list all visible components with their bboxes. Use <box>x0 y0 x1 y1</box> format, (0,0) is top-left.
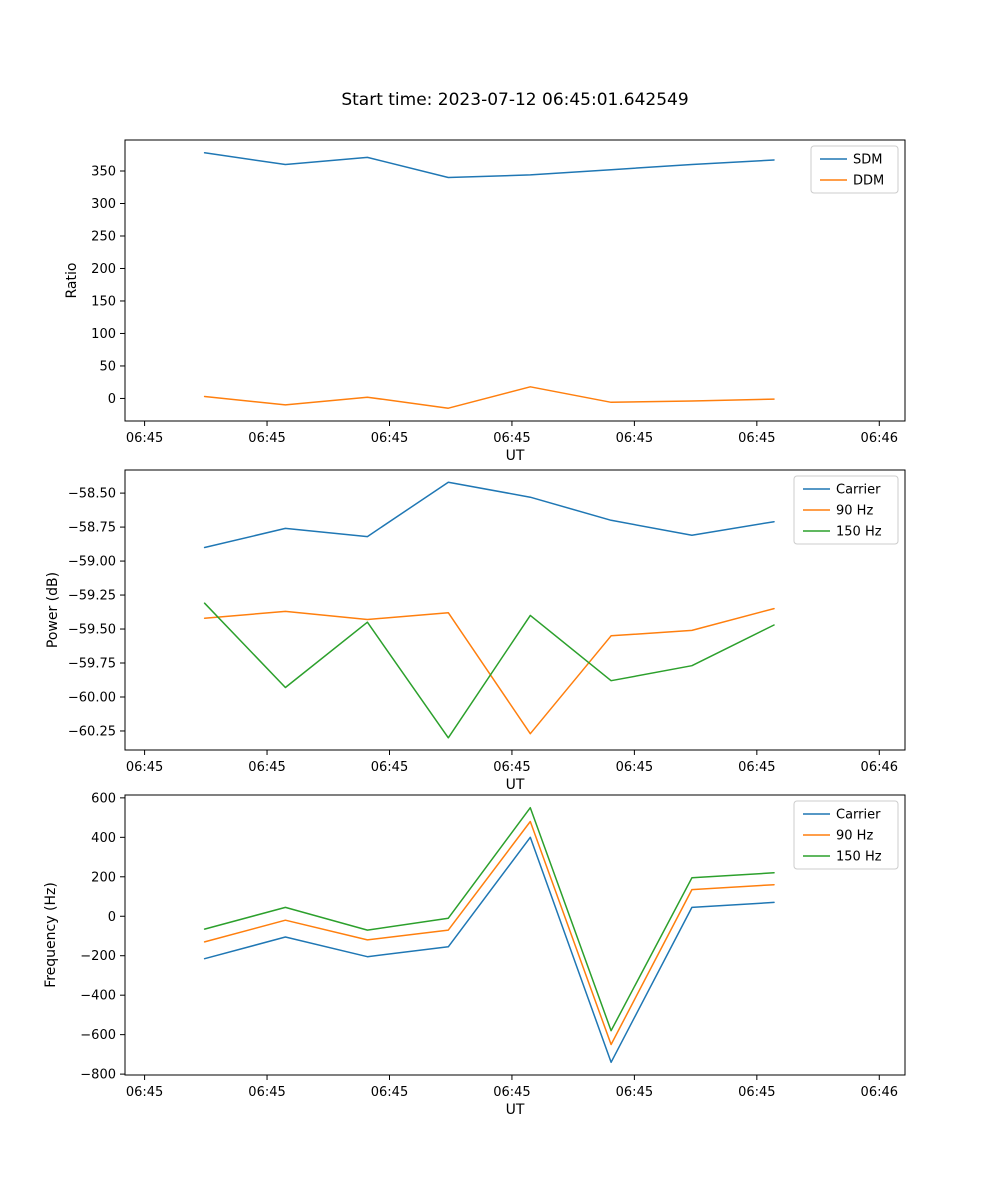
y-tick-label: 400 <box>91 831 116 846</box>
x-tick-label: 06:45 <box>493 1085 530 1100</box>
y-tick-label: 0 <box>108 392 116 407</box>
x-tick-label: 06:45 <box>738 431 775 446</box>
frequency-chart: 06:45 06:45 06:45 06:45 06:45 06:45 06:46 −800 −… <box>43 791 906 1118</box>
ratio-chart: 06:45 06:45 06:45 06:45 06:45 06:45 06:46 0 50 10… <box>64 139 906 464</box>
y-tick-label: 350 <box>91 164 116 179</box>
y-tick-label: −59.75 <box>68 657 116 672</box>
y-axis-label: Power (dB) <box>45 572 61 648</box>
series-line-carrier <box>203 836 775 1064</box>
series-line-carrier <box>203 481 775 549</box>
axes-frame <box>124 794 906 1076</box>
series-line-sdm <box>203 152 775 179</box>
legend-label: DDM <box>853 174 884 189</box>
x-tick-label: 06:45 <box>248 760 285 775</box>
x-tick-label: 06:45 <box>248 431 285 446</box>
y-tick-label: −800 <box>80 1068 116 1083</box>
y-axis-label: Frequency (Hz) <box>43 882 59 988</box>
y-tick-label: −58.75 <box>68 521 116 536</box>
x-tick-label: 06:45 <box>616 431 653 446</box>
x-axis-label: UT <box>506 448 525 464</box>
x-tick-label: 06:45 <box>126 1085 163 1100</box>
axes-frame <box>124 139 906 422</box>
x-tick-label: 06:45 <box>616 1085 653 1100</box>
legend-label: 90 Hz <box>836 504 873 519</box>
x-tick-label: 06:46 <box>861 431 898 446</box>
legend-label: 90 Hz <box>836 829 873 844</box>
y-tick-label: 50 <box>99 359 116 374</box>
y-axis-label: Ratio <box>64 263 80 299</box>
y-tick-label: 150 <box>91 294 116 309</box>
y-tick-label: 0 <box>108 910 116 925</box>
legend-box <box>793 475 899 545</box>
x-tick-label: 06:45 <box>126 431 163 446</box>
legend-label: Carrier <box>836 483 881 498</box>
x-axis-label: UT <box>506 1102 525 1118</box>
legend-label: 150 Hz <box>836 850 882 865</box>
legend-box <box>810 145 899 194</box>
x-tick-label: 06:46 <box>861 1085 898 1100</box>
x-axis-label: UT <box>506 777 525 793</box>
y-tick-label: −59.25 <box>68 589 116 604</box>
legend-label: Carrier <box>836 808 881 823</box>
power-chart: 06:45 06:45 06:45 06:45 06:45 06:45 06:46 −60.2… <box>45 469 906 793</box>
y-tick-label: −60.25 <box>68 724 116 739</box>
y-tick-label: 200 <box>91 870 116 885</box>
y-tick-label: 100 <box>91 327 116 342</box>
x-tick-label: 06:45 <box>371 431 408 446</box>
x-tick-label: 06:45 <box>738 760 775 775</box>
legend-box <box>793 800 899 870</box>
y-tick-label: −200 <box>80 949 116 964</box>
x-tick-label: 06:45 <box>248 1085 285 1100</box>
y-tick-label: −59.50 <box>68 623 116 638</box>
legend-label: 150 Hz <box>836 525 882 540</box>
x-tick-label: 06:45 <box>126 760 163 775</box>
y-tick-label: 600 <box>91 791 116 806</box>
series-line-150-hz <box>203 806 775 1032</box>
y-tick-label: 300 <box>91 197 116 212</box>
x-tick-label: 06:46 <box>861 760 898 775</box>
legend-label: SDM <box>853 153 882 168</box>
y-tick-label: −400 <box>80 989 116 1004</box>
chart-title: Start time: 2023-07-12 06:45:01.642549 <box>341 90 689 110</box>
x-tick-label: 06:45 <box>371 1085 408 1100</box>
series-line-150-hz <box>203 602 775 739</box>
series-line-90-hz <box>203 607 775 735</box>
series-line-90-hz <box>203 820 775 1046</box>
y-tick-label: −60.00 <box>68 690 116 705</box>
x-tick-label: 06:45 <box>616 760 653 775</box>
y-tick-label: −58.50 <box>68 487 116 502</box>
x-tick-label: 06:45 <box>493 431 530 446</box>
y-tick-label: 200 <box>91 262 116 277</box>
x-tick-label: 06:45 <box>738 1085 775 1100</box>
x-tick-label: 06:45 <box>371 760 408 775</box>
series-line-ddm <box>203 386 775 409</box>
y-tick-label: −59.00 <box>68 555 116 570</box>
y-tick-label: 250 <box>91 229 116 244</box>
axes-frame <box>124 469 906 751</box>
x-tick-label: 06:45 <box>493 760 530 775</box>
y-tick-label: −600 <box>80 1028 116 1043</box>
